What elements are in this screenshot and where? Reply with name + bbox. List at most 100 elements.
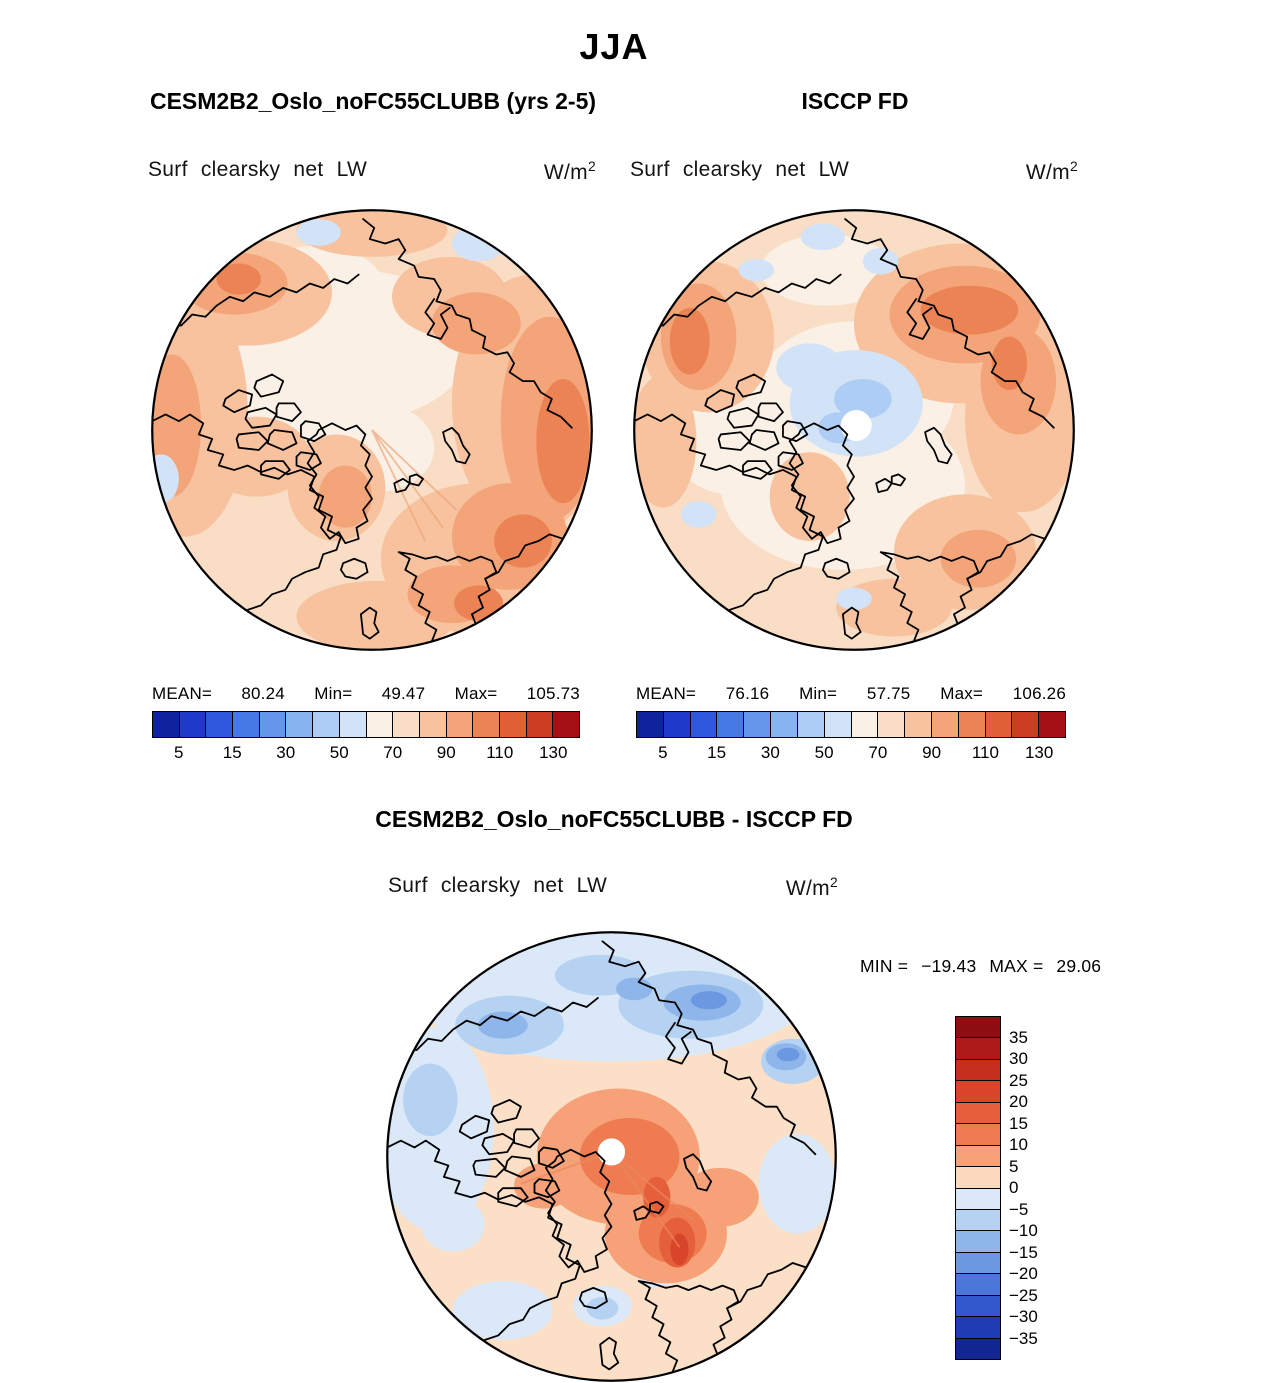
colorbar-segment (956, 1317, 1000, 1339)
colorbar-ticks-diff: 35 30 25 20 15 10 5 0 −5 −10 −15 −20 −25 −30 −35 (1009, 1016, 1069, 1360)
colorbar-segment (958, 712, 986, 737)
max-label: Max= (454, 684, 498, 703)
colorbar-tick-label: 70 (868, 743, 888, 762)
map-obs-field (634, 210, 1074, 650)
colorbar-segment (956, 1274, 1000, 1296)
pole-missing-data-dot (840, 410, 872, 442)
colorbar-diff (955, 1016, 1001, 1360)
stats-obs: MEAN= 76.16 Min= 57.75 Max= 106.26 (636, 684, 1066, 704)
colorbar-segment (744, 712, 772, 737)
colorbar-segment (446, 712, 474, 737)
colorbar-segment (286, 712, 314, 737)
colorbar-tick-label: 15 (1009, 1113, 1028, 1133)
colorbar-segment (1012, 712, 1040, 737)
colorbar-tick-label: −15 (1009, 1242, 1038, 1262)
mean-label: MEAN= (636, 684, 697, 703)
pole-artifact-lines (371, 429, 457, 542)
max-value: 29.06 (1056, 956, 1102, 976)
panel-title-obs: ISCCP FD (801, 88, 909, 114)
colorbar-segment (797, 712, 825, 737)
pole-missing-data-dot (597, 1138, 626, 1166)
min-label: Min= (799, 684, 838, 703)
map-model (151, 209, 593, 651)
colorbar-segment (339, 712, 367, 737)
colorbar-segment (393, 712, 420, 737)
colorbar-obs (636, 711, 1066, 738)
colorbar-segment (956, 1081, 1000, 1103)
colorbar-segment (956, 1231, 1000, 1253)
variable-label: Surf clearsky net LW (388, 874, 608, 897)
variable-label: Surf clearsky net LW (630, 158, 850, 181)
colorbar-segment (690, 712, 718, 737)
colorbar-segment (985, 712, 1013, 737)
colorbar-segment (206, 712, 234, 737)
diff-minmax: MIN = −19.43 MAX = 29.06 (860, 956, 1101, 977)
max-value: 105.73 (526, 684, 580, 703)
min-value: −19.43 (921, 956, 977, 976)
colorbar-segment (956, 1338, 1000, 1359)
colorbar-tick-label: −25 (1009, 1285, 1038, 1305)
colorbar-segment (878, 712, 906, 737)
colorbar-tick-label: 5 (1009, 1156, 1019, 1176)
colorbar-tick-label: 30 (1009, 1049, 1028, 1068)
colorbar-tick-label: 30 (276, 743, 296, 762)
colorbar-tick-label: 10 (1009, 1135, 1028, 1154)
mean-value: 76.16 (725, 684, 770, 703)
colorbar-tick-label: 0 (1009, 1178, 1019, 1197)
map-diff-field (387, 932, 836, 1381)
max-label: MAX = (989, 956, 1044, 976)
colorbar-tick-label: −10 (1009, 1221, 1038, 1240)
colorbar-segment (931, 712, 959, 737)
colorbar-segment (473, 712, 500, 737)
colorbar-tick-label: −30 (1009, 1307, 1038, 1326)
colorbar-segment (956, 1252, 1000, 1275)
units-exponent: 2 (829, 874, 838, 890)
units-exponent: 2 (587, 158, 596, 174)
colorbar-segment (153, 712, 180, 737)
panel-title-model: CESM2B2_Oslo_noFC55CLUBB (yrs 2-5) (149, 88, 597, 114)
colorbar-segment (233, 712, 260, 737)
colorbar-segment (956, 1209, 1000, 1232)
units-exponent: 2 (1069, 158, 1078, 174)
units-base: W/m (1025, 161, 1070, 184)
map-caption-model: Surf clearsky net LW W/m2 (148, 158, 596, 185)
colorbar-tick-label: −5 (1009, 1199, 1029, 1219)
colorbar-tick-label: 130 (1024, 743, 1054, 762)
colorbar-tick-label: 20 (1009, 1092, 1028, 1111)
colorbar-segment (956, 1102, 1000, 1125)
pole-artifact-lines (520, 1151, 694, 1248)
colorbar-segment (259, 712, 287, 737)
min-value: 57.75 (866, 684, 911, 703)
colorbar-tick-label: 110 (971, 743, 999, 762)
contour-layer-neg-deep (690, 991, 800, 1062)
units-label: W/m2 (786, 874, 838, 901)
colorbar-segment (956, 1038, 1000, 1060)
colorbar-tick-label: −20 (1009, 1264, 1038, 1283)
colorbar-segment (553, 712, 579, 737)
colorbar-segment (366, 712, 394, 737)
colorbar-segment (771, 712, 798, 737)
colorbar-segment (956, 1124, 1000, 1146)
max-label: Max= (940, 684, 984, 703)
colorbar-segment (179, 712, 207, 737)
colorbar-tick-label: 25 (1009, 1070, 1028, 1090)
units-label: W/m2 (1026, 158, 1078, 185)
colorbar-segment (824, 712, 852, 737)
colorbar-segment (956, 1017, 1000, 1039)
colorbar-tick-label: 15 (222, 743, 242, 762)
map-caption-obs: Surf clearsky net LW W/m2 (630, 158, 1078, 185)
colorbar-tick-label: 90 (922, 743, 942, 762)
colorbar-tick-label: 15 (707, 743, 727, 762)
min-value: 49.47 (381, 684, 426, 703)
map-caption-diff: Surf clearsky net LW W/m2 (388, 874, 838, 901)
colorbar-segment (313, 712, 340, 737)
stats-model: MEAN= 80.24 Min= 49.47 Max= 105.73 (152, 684, 580, 704)
units-label: W/m2 (544, 158, 596, 185)
colorbar-tick-label: 50 (814, 743, 834, 762)
colorbar-tick-label: 90 (436, 743, 456, 762)
colorbar-segment (956, 1145, 1000, 1168)
contour-layer-deep (669, 285, 1028, 391)
min-label: MIN = (860, 956, 909, 976)
map-diff (386, 931, 837, 1382)
